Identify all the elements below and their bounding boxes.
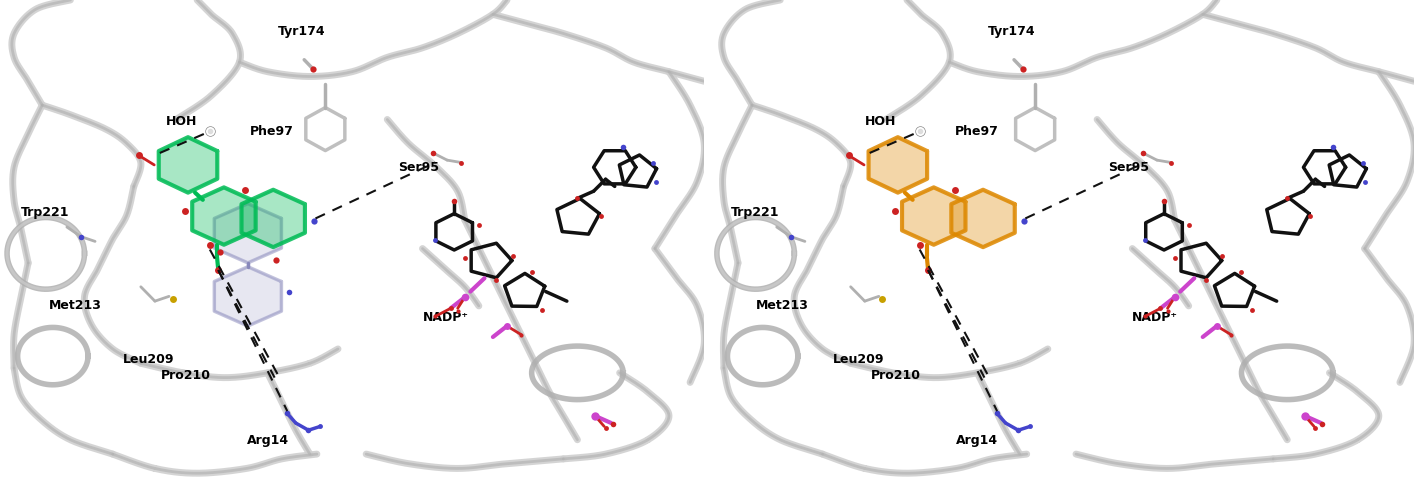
Text: Pro210: Pro210 — [161, 369, 211, 382]
Text: Ser95: Ser95 — [1107, 161, 1148, 174]
Text: HOH: HOH — [865, 115, 896, 129]
Polygon shape — [952, 190, 1015, 247]
Polygon shape — [158, 137, 218, 193]
Polygon shape — [242, 190, 305, 247]
Text: Arg14: Arg14 — [246, 434, 288, 447]
Text: Leu209: Leu209 — [123, 353, 175, 366]
Polygon shape — [902, 187, 966, 245]
Polygon shape — [192, 187, 256, 245]
Text: Tyr174: Tyr174 — [279, 24, 325, 38]
Text: Trp221: Trp221 — [21, 206, 69, 219]
Text: NADP⁺: NADP⁺ — [423, 311, 468, 325]
Text: Met213: Met213 — [49, 299, 102, 313]
Text: Tyr174: Tyr174 — [988, 24, 1035, 38]
Text: Trp221: Trp221 — [731, 206, 779, 219]
Text: Arg14: Arg14 — [956, 434, 998, 447]
Text: Ser95: Ser95 — [397, 161, 438, 174]
Text: Leu209: Leu209 — [833, 353, 885, 366]
Text: NADP⁺: NADP⁺ — [1133, 311, 1178, 325]
Text: Pro210: Pro210 — [871, 369, 921, 382]
Polygon shape — [868, 137, 928, 193]
Text: Met213: Met213 — [755, 299, 809, 313]
Polygon shape — [215, 204, 281, 263]
Polygon shape — [215, 267, 281, 326]
Text: Phe97: Phe97 — [954, 125, 998, 138]
Text: HOH: HOH — [165, 115, 197, 129]
Text: Phe97: Phe97 — [250, 125, 294, 138]
